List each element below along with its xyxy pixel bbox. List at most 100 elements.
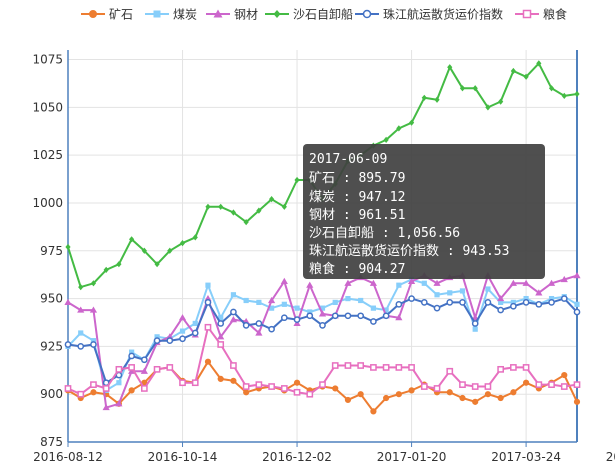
data-point xyxy=(204,323,212,331)
data-point xyxy=(344,396,352,404)
data-point xyxy=(256,299,262,306)
data-point xyxy=(370,364,377,371)
data-point xyxy=(560,383,568,390)
data-point xyxy=(230,362,237,369)
legend-item[interactable]: 沙石自卸船 xyxy=(265,7,353,22)
tooltip-line-ore: 矿石 : 895.79 xyxy=(309,171,405,186)
data-point xyxy=(280,277,288,284)
data-point xyxy=(115,400,123,407)
data-point xyxy=(510,299,516,306)
legend-item[interactable]: 钢材 xyxy=(206,8,258,22)
data-point xyxy=(560,295,568,302)
data-point xyxy=(358,297,364,304)
data-point xyxy=(459,85,466,92)
data-point xyxy=(166,337,174,345)
data-point xyxy=(65,243,71,251)
tooltip-line-coal: 煤炭 : 947.12 xyxy=(309,190,405,205)
legend-item[interactable]: 矿石 xyxy=(81,8,133,22)
data-point xyxy=(370,408,377,415)
data-point xyxy=(573,398,581,405)
data-point xyxy=(191,329,199,337)
data-point xyxy=(89,306,98,313)
series-1 xyxy=(65,276,580,393)
data-point xyxy=(191,379,199,387)
tooltip-line-steel: 钢材 : 961.51 xyxy=(309,208,405,223)
data-point xyxy=(497,365,504,373)
data-point xyxy=(242,322,250,329)
data-point xyxy=(523,295,529,302)
legend-label: 珠江航运散货运价指数 xyxy=(383,7,503,22)
data-point xyxy=(331,362,339,369)
data-point xyxy=(407,277,416,284)
series-4 xyxy=(64,295,581,387)
data-point xyxy=(395,391,402,398)
data-point xyxy=(344,312,352,320)
data-point xyxy=(548,295,555,302)
data-point xyxy=(90,280,97,287)
data-point xyxy=(344,362,352,369)
series-5 xyxy=(64,323,581,398)
data-point xyxy=(179,379,186,387)
y-tick-label: 900 xyxy=(40,387,63,401)
data-point xyxy=(90,381,97,388)
data-point xyxy=(153,337,161,345)
data-point xyxy=(548,299,555,306)
legend-item[interactable]: 粮食 xyxy=(515,7,567,22)
data-point xyxy=(230,292,237,298)
data-point xyxy=(116,261,122,268)
data-point xyxy=(497,306,504,314)
x-tick-label: 2016-10-14 xyxy=(148,450,218,464)
legend-marker xyxy=(273,10,281,18)
tooltip-line-dump-ship: 沙石自卸船 : 1,056.56 xyxy=(309,225,460,241)
data-point xyxy=(306,390,314,398)
data-point xyxy=(535,381,543,388)
data-point xyxy=(128,364,135,371)
data-point xyxy=(574,90,580,98)
legend-label: 粮食 xyxy=(543,7,567,22)
data-point xyxy=(420,299,428,306)
data-point xyxy=(217,333,225,340)
data-point xyxy=(357,362,365,369)
data-point xyxy=(129,349,135,355)
data-point xyxy=(269,196,275,203)
data-point xyxy=(471,383,479,390)
data-point xyxy=(141,247,147,254)
data-point xyxy=(128,352,135,360)
legend[interactable]: 矿石 煤炭 钢材 沙石自卸船 珠江航运散货运价指数 粮食 xyxy=(81,7,567,22)
data-point xyxy=(433,304,441,312)
legend-item[interactable]: 珠江航运散货运价指数 xyxy=(355,7,503,22)
data-point xyxy=(395,300,403,308)
data-point xyxy=(218,203,224,210)
x-tick-label: 2017-05-12 xyxy=(606,450,615,464)
data-point xyxy=(574,301,580,307)
data-point xyxy=(229,316,238,323)
data-point xyxy=(243,389,250,396)
data-point xyxy=(230,377,237,384)
data-point xyxy=(331,312,339,320)
data-point xyxy=(523,73,529,80)
data-point xyxy=(102,403,110,411)
data-point xyxy=(547,279,556,286)
data-point xyxy=(268,325,275,333)
data-point xyxy=(319,381,326,388)
data-point xyxy=(64,298,72,306)
data-point xyxy=(192,320,198,327)
data-point xyxy=(510,302,517,310)
data-point xyxy=(383,394,390,402)
data-point xyxy=(395,314,403,321)
data-point xyxy=(383,307,389,313)
data-point xyxy=(293,379,301,386)
data-point xyxy=(243,218,249,226)
data-point xyxy=(281,301,287,307)
data-point xyxy=(179,328,186,334)
data-point xyxy=(485,286,491,292)
data-point xyxy=(396,282,402,288)
data-point xyxy=(306,281,314,288)
data-point xyxy=(294,305,300,311)
legend-item[interactable]: 煤炭 xyxy=(145,8,197,22)
data-point xyxy=(434,292,440,298)
data-point xyxy=(573,308,581,316)
data-point xyxy=(447,64,453,71)
x-tick-label: 2017-03-24 xyxy=(491,450,561,464)
data-point xyxy=(548,85,555,92)
